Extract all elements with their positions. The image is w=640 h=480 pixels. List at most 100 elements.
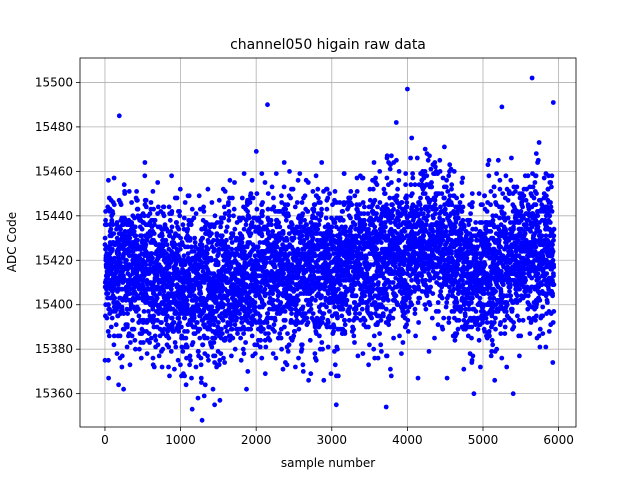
data-point: [354, 175, 360, 181]
data-point: [310, 311, 316, 316]
data-point: [174, 195, 180, 201]
data-point: [286, 213, 291, 219]
data-point: [286, 342, 292, 348]
data-point: [168, 229, 174, 234]
data-point: [298, 229, 304, 234]
data-point: [403, 171, 409, 177]
data-point: [110, 222, 116, 228]
data-point: [185, 302, 190, 308]
data-point: [325, 344, 331, 350]
data-point: [377, 200, 383, 205]
data-point: [130, 317, 135, 323]
data-point: [396, 217, 401, 223]
data-point: [177, 246, 183, 252]
data-point: [378, 240, 384, 245]
data-point: [383, 286, 389, 292]
data-point: [150, 255, 155, 261]
data-point: [457, 200, 463, 205]
data-point: [143, 204, 149, 210]
data-point: [270, 229, 276, 234]
data-point: [273, 171, 279, 177]
data-point: [419, 289, 425, 294]
data-point: [279, 193, 284, 199]
data-point: [255, 244, 261, 250]
data-point: [223, 335, 228, 341]
data-point: [442, 206, 448, 212]
data-point: [426, 349, 432, 354]
data-point: [431, 215, 436, 221]
data-point: [446, 173, 452, 179]
data-point: [313, 253, 318, 259]
data-point: [475, 326, 481, 332]
data-point: [127, 362, 133, 368]
data-point: [418, 195, 423, 201]
data-point: [260, 209, 265, 214]
data-point: [393, 120, 399, 125]
data-point: [129, 333, 135, 339]
data-point: [452, 224, 458, 230]
data-point: [434, 206, 439, 212]
data-point: [249, 333, 255, 339]
data-point: [299, 200, 305, 205]
data-point: [184, 306, 190, 312]
data-point: [157, 291, 163, 296]
data-point: [176, 315, 182, 321]
data-point: [191, 315, 197, 321]
data-point: [295, 273, 301, 279]
data-point: [409, 277, 414, 283]
data-point: [248, 231, 254, 237]
data-point: [285, 349, 291, 354]
data-point: [103, 217, 108, 223]
data-point: [456, 317, 462, 323]
data-point: [443, 211, 449, 217]
data-point: [156, 311, 162, 316]
data-point: [201, 393, 207, 399]
data-point: [156, 353, 162, 359]
data-point: [184, 355, 189, 361]
data-point: [106, 177, 111, 183]
data-point: [467, 217, 473, 223]
data-point: [228, 264, 234, 270]
data-point: [150, 306, 156, 312]
data-point: [294, 200, 300, 205]
data-point: [403, 209, 408, 214]
data-point: [458, 231, 464, 237]
data-point: [384, 153, 390, 159]
data-point: [196, 193, 202, 199]
data-point: [462, 286, 467, 292]
data-point: [300, 211, 306, 217]
data-point: [374, 246, 380, 252]
data-point: [289, 222, 295, 228]
data-point: [440, 175, 446, 181]
data-point: [336, 286, 341, 292]
data-point: [356, 302, 362, 308]
data-point: [429, 315, 435, 321]
data-point: [415, 300, 421, 305]
data-point: [238, 264, 244, 270]
data-point: [216, 362, 222, 368]
data-point: [475, 244, 480, 250]
data-point: [432, 160, 438, 165]
data-point: [320, 346, 325, 352]
data-point: [260, 213, 265, 219]
data-point: [250, 242, 256, 248]
data-point: [184, 297, 190, 303]
data-point: [394, 193, 400, 199]
data-point: [416, 320, 421, 325]
data-point: [189, 206, 195, 212]
data-point: [245, 209, 251, 214]
data-point: [447, 193, 453, 199]
data-point: [305, 320, 311, 325]
data-point: [108, 226, 114, 232]
data-point: [324, 206, 330, 212]
data-point: [224, 224, 230, 230]
data-point: [360, 300, 365, 305]
data-point: [174, 220, 180, 225]
data-point: [438, 289, 444, 294]
data-point: [141, 309, 147, 314]
data-point: [291, 235, 297, 241]
data-point: [409, 135, 415, 141]
data-point: [121, 182, 127, 188]
data-point: [408, 155, 413, 161]
